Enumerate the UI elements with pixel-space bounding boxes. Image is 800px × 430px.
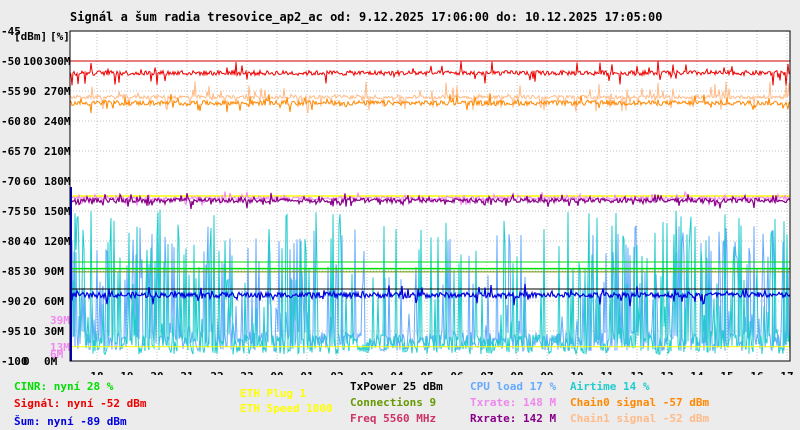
x-tick-label: 03 [360,370,373,375]
x-tick-label: 17 [780,370,793,375]
x-tick-label: 00 [270,370,283,375]
legend-freq: Freq 5560 MHz [350,412,437,425]
x-tick-label: 09 [540,370,553,375]
legend-chain1: Chain1 signal -52 dBm [570,412,710,425]
legend-txpower: TxPower 25 dBm [350,380,443,393]
plot-frame [69,30,791,362]
signal-noise-chart: -45-50 100 300M-55 90 270M-60 80 240M-65 70 210M… [1,25,794,375]
pct-tick-label: 100 [23,55,43,68]
legend-connections: Connections 9 [350,396,437,409]
x-tick-label: 20 [150,370,163,375]
x-tick-label: 04 [390,370,404,375]
pct-tick-label: 30 [23,265,36,278]
series-chain0 [69,93,791,114]
chart-title: Signál a šum radia tresovice_ap2_ac od: … [70,10,663,24]
legend-rxrate: Rxrate: 142 M [470,412,557,425]
x-tick-label: 02 [330,370,343,375]
series-chain1 [69,81,791,114]
rate-tick-label: 270M [44,85,71,98]
dbm-tick-label: -85 [1,265,21,278]
dbm-tick-label: -100 [1,355,28,368]
series-rxrate [69,192,791,210]
x-tick-label: 21 [180,370,194,375]
x-tick-label: 14 [690,370,704,375]
dbm-unit-label: [dBm] [14,30,47,43]
series-signal [69,60,791,86]
rate-tick-label: 150M [44,205,71,218]
x-tick-label: 22 [210,370,223,375]
legend-cinr: CINR: nyní 28 % [14,380,114,393]
legend-chain0: Chain0 signal -57 dBm [570,396,710,409]
legend-airtime: Airtime 14 % [570,380,650,393]
pct-tick-label: 80 [23,115,36,128]
x-tick-label: 07 [480,370,493,375]
extra-rate-label: 13M [50,341,70,354]
dbm-tick-label: -60 [1,115,21,128]
x-tick-label: 08 [510,370,523,375]
x-tick-label: 05 [420,370,433,375]
rate-tick-label: 120M [44,235,71,248]
legend-cpu: CPU load 17 % [470,380,557,393]
dbm-tick-label: -70 [1,175,21,188]
pct-tick-label: 70 [23,145,36,158]
x-tick-label: 12 [630,370,643,375]
rate-tick-label: 60M [44,295,64,308]
pct-tick-label: 60 [23,175,36,188]
pct-unit-label: [%] [50,30,70,43]
x-tick-label: 11 [600,370,614,375]
dbm-tick-label: -45 [1,25,21,38]
pct-tick-label: 40 [23,235,36,248]
rate-tick-label: 210M [44,145,71,158]
x-tick-label: 15 [720,370,733,375]
extra-rate-label: 39M [50,314,70,327]
x-tick-label: 06 [450,370,464,375]
x-tick-label: 10 [570,370,583,375]
dbm-tick-label: -75 [1,205,21,218]
x-tick-label: 16 [750,370,764,375]
rate-tick-label: 0M [44,355,58,368]
legend-txrate: Txrate: 148 M [470,396,557,409]
rate-tick-label: 30M [44,325,64,338]
rate-tick-label: 240M [44,115,71,128]
dbm-tick-label: -65 [1,145,21,158]
x-tick-label: 23 [240,370,253,375]
pct-tick-label: 10 [23,325,36,338]
x-tick-label: 19 [120,370,133,375]
legend-eth-plug: ETH Plug 1 [240,387,307,400]
pct-tick-label: 20 [23,295,36,308]
series-noise [69,283,791,307]
rate-tick-label: 300M [44,55,71,68]
dbm-tick-label: -50 [1,55,21,68]
legend-noise: Šum: nyní -89 dBm [14,415,127,428]
pct-tick-label: 50 [23,205,36,218]
legend-eth-speed: ETH Speed 1000 [240,402,333,415]
rate-tick-label: 90M [44,265,64,278]
legend-signal: Signál: nyní -52 dBm [14,397,147,410]
x-tick-label: 01 [300,370,314,375]
dbm-tick-label: -95 [1,325,21,338]
pct-tick-label: 90 [23,85,36,98]
dbm-tick-label: -90 [1,295,21,308]
x-tick-label: 13 [660,370,673,375]
x-tick-label: 18 [90,370,103,375]
extra-rate-label: 6M [50,348,64,361]
series-airtime [69,209,791,356]
dbm-tick-label: -55 [1,85,21,98]
pct-tick-label: 0 [23,355,30,368]
rate-tick-label: 180M [44,175,71,188]
dbm-tick-label: -80 [1,235,21,248]
